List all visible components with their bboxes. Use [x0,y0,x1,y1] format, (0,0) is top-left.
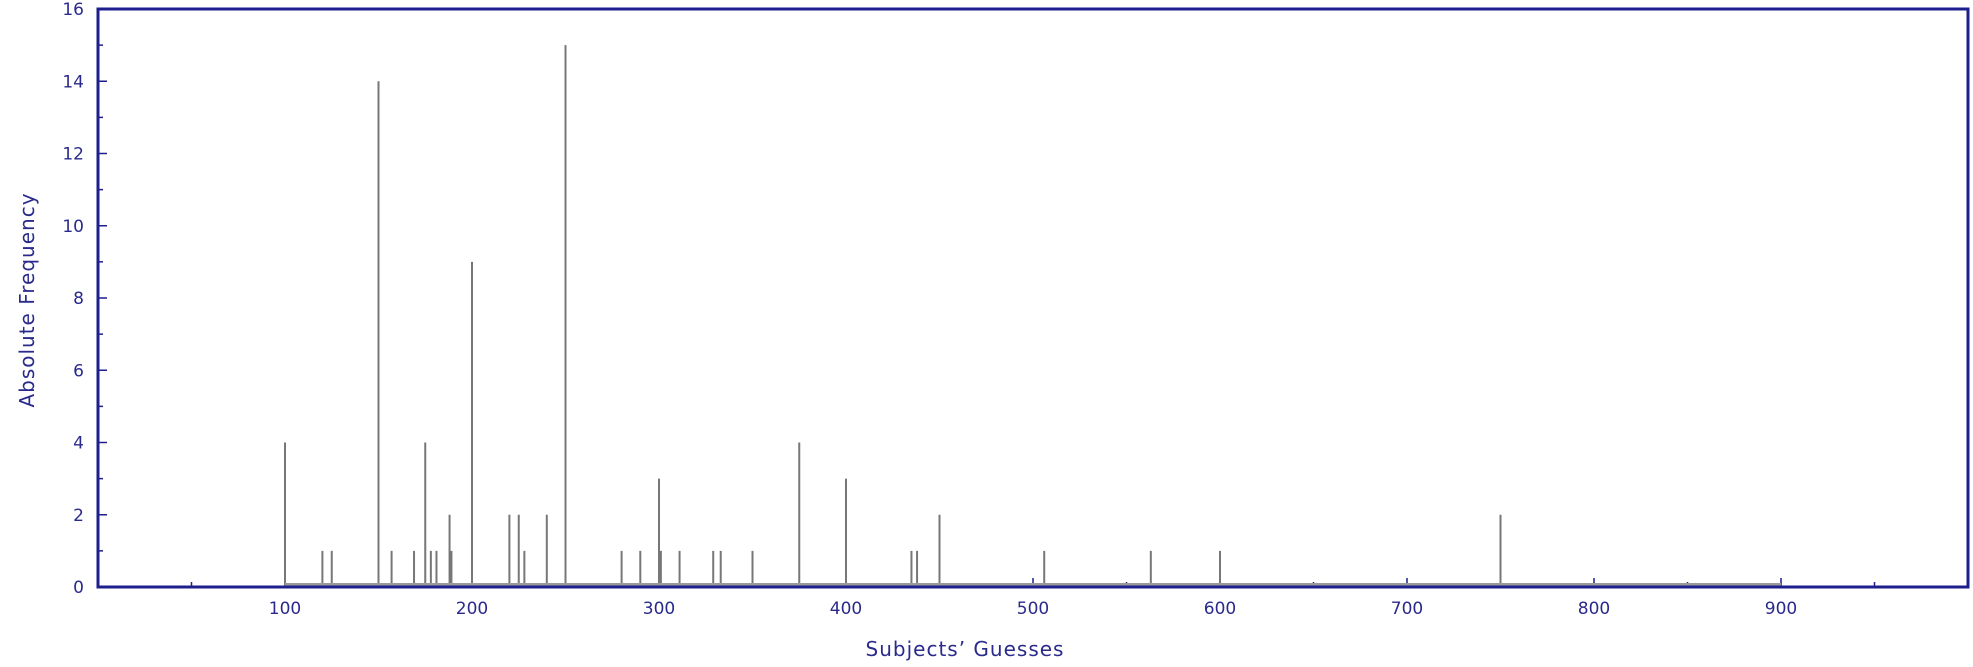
x-tick-label: 500 [1017,599,1049,619]
x-tick-label: 700 [1391,599,1423,619]
y-axis-title: Absolute Frequency [15,192,39,407]
plot-frame [96,7,1970,589]
y-tick-label: 6 [73,361,84,381]
y-tick-label: 10 [62,217,84,237]
x-tick-label: 100 [269,599,301,619]
x-tick-label: 800 [1578,599,1610,619]
x-tick-label: 600 [1204,599,1236,619]
y-tick-label: 0 [73,578,84,598]
y-tick-label: 2 [73,506,84,526]
y-tick-label: 8 [73,289,84,309]
y-tick-label: 16 [62,0,84,20]
x-tick-label: 200 [456,599,488,619]
y-tick-label: 4 [73,434,84,454]
y-axis-ticks: 0 2 4 6 8 10 12 14 16 [62,0,107,598]
x-tick-label: 400 [830,599,862,619]
x-tick-label: 300 [643,599,675,619]
y-tick-label: 14 [62,72,84,92]
x-tick-label: 900 [1765,599,1797,619]
y-tick-label: 12 [62,145,84,165]
bar-series [284,45,1502,587]
baseline-band [285,583,1781,587]
x-axis-title: Subjects’ Guesses [866,637,1065,661]
